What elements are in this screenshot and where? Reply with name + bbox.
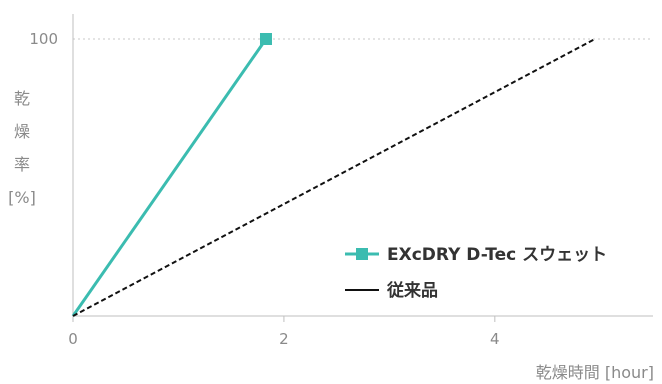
x-tick-label-1: 2 xyxy=(279,330,289,348)
y-tick-label-0: 100 xyxy=(29,30,58,48)
series-line-1 xyxy=(72,38,596,317)
y-axis-label-part-3: [%] xyxy=(8,188,36,207)
series-marker-0 xyxy=(259,33,272,45)
y-axis-label-part-2: 率 xyxy=(14,155,30,174)
legend-label-0: EXcDRY D-Tec スウェット xyxy=(387,245,607,265)
y-axis-label-part-0: 乾 xyxy=(14,89,30,108)
y-axis-label-part-1: 燥 xyxy=(14,122,30,141)
x-axis-label: 乾燥時間 [hour] xyxy=(536,363,654,382)
x-tick-label-2: 4 xyxy=(490,330,500,348)
x-tick-label-0: 0 xyxy=(68,330,78,348)
legend-label-1: 従来品 xyxy=(386,280,438,301)
legend-swatch-marker-0 xyxy=(356,248,368,260)
series-line-0 xyxy=(71,38,268,317)
